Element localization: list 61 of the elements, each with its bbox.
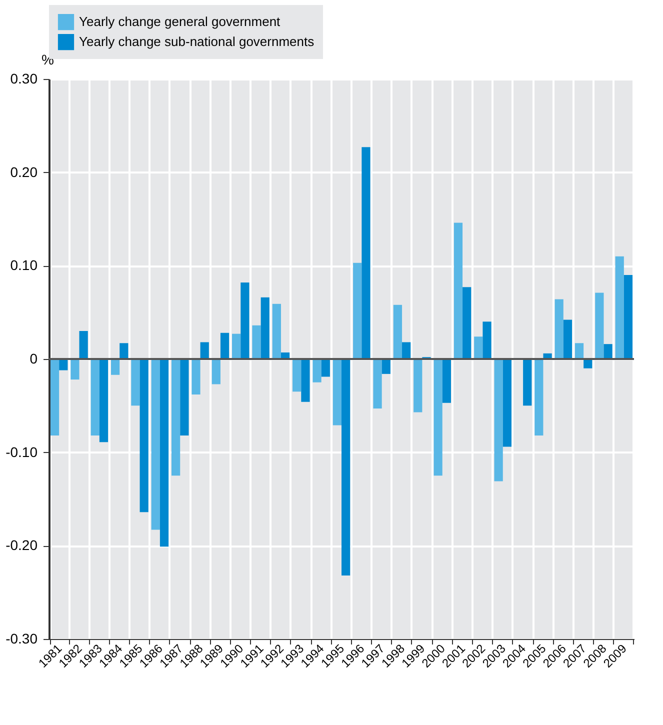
bar bbox=[604, 344, 612, 359]
bar bbox=[140, 359, 148, 512]
bar bbox=[131, 359, 140, 406]
bar bbox=[321, 359, 330, 377]
bar bbox=[595, 292, 604, 359]
bar bbox=[523, 359, 532, 406]
legend-label: Yearly change sub-national governments bbox=[79, 34, 315, 49]
bar bbox=[172, 359, 180, 476]
bar bbox=[534, 359, 544, 436]
bar bbox=[393, 304, 402, 359]
bar bbox=[232, 334, 241, 359]
bar bbox=[301, 359, 310, 402]
y-tick-label: -0.30 bbox=[6, 630, 38, 646]
y-tick-label: 0.30 bbox=[10, 70, 38, 86]
bar bbox=[252, 325, 261, 359]
bar bbox=[151, 359, 160, 530]
bar bbox=[615, 256, 624, 359]
bar bbox=[110, 359, 120, 375]
bar bbox=[474, 336, 483, 359]
bar bbox=[200, 342, 209, 359]
bar bbox=[240, 282, 250, 359]
bar bbox=[554, 299, 564, 359]
bar bbox=[502, 359, 512, 447]
bar bbox=[482, 322, 492, 359]
bar bbox=[353, 262, 362, 359]
y-tick-label: 0.20 bbox=[10, 164, 38, 180]
bar bbox=[434, 359, 442, 476]
y-tick-label: 0.10 bbox=[10, 257, 38, 274]
bar bbox=[342, 359, 350, 576]
bar bbox=[494, 359, 503, 482]
y-tick-label: -0.20 bbox=[6, 537, 38, 554]
bar bbox=[462, 287, 472, 359]
bar bbox=[624, 275, 633, 359]
bar bbox=[292, 359, 302, 392]
bar bbox=[414, 359, 422, 412]
bar bbox=[332, 359, 342, 426]
bar bbox=[402, 342, 411, 359]
bar bbox=[50, 359, 60, 436]
y-tick-label: 0 bbox=[30, 350, 38, 366]
bar bbox=[79, 331, 88, 359]
legend-label: Yearly change general government bbox=[79, 14, 281, 29]
bar bbox=[180, 359, 189, 436]
bar bbox=[212, 359, 220, 384]
bar bbox=[563, 320, 572, 359]
bar bbox=[160, 359, 169, 547]
bar bbox=[120, 343, 128, 359]
bar bbox=[220, 332, 230, 359]
bar bbox=[312, 359, 322, 382]
bar bbox=[574, 343, 584, 359]
bar bbox=[260, 297, 270, 359]
bar bbox=[70, 359, 80, 380]
bar bbox=[382, 359, 390, 374]
bar bbox=[192, 359, 200, 394]
bar bbox=[90, 359, 100, 436]
bar bbox=[373, 359, 382, 408]
bar bbox=[454, 222, 463, 359]
bar bbox=[99, 359, 108, 442]
bar bbox=[362, 147, 370, 359]
y-tick-label: -0.10 bbox=[6, 444, 38, 460]
bar bbox=[272, 304, 281, 359]
bar bbox=[442, 359, 451, 403]
